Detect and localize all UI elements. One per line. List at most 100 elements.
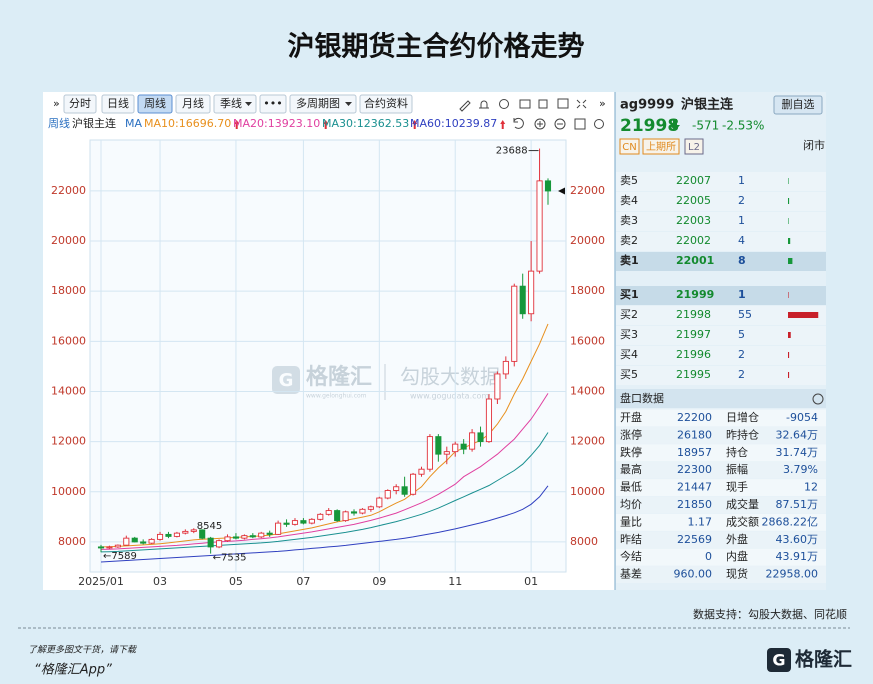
x-tick-label: 03 — [153, 575, 167, 588]
toolbar-button[interactable] — [137, 94, 173, 114]
chart-tools — [459, 98, 604, 130]
quote-tag-label: CN — [622, 142, 636, 153]
collapse-icon[interactable]: » — [53, 97, 60, 110]
stats-label: 持仓 — [726, 445, 748, 459]
x-tick-label: 09 — [372, 575, 386, 588]
toolbar-button-label[interactable]: 周线 — [144, 96, 166, 110]
stats-value: 12 — [804, 481, 818, 494]
stats-label: 基差 — [620, 567, 642, 581]
book-qty: 2 — [738, 348, 745, 361]
zoom-tool[interactable] — [499, 99, 509, 109]
quote-tag — [619, 138, 640, 155]
y2-tick-label: 14000 — [570, 384, 605, 397]
settings-tool[interactable] — [594, 119, 604, 129]
candle-body — [266, 532, 273, 535]
toolbar-button-label[interactable]: 月线 — [182, 96, 204, 110]
candle-body — [528, 270, 535, 315]
y-tick-label: 10000 — [51, 485, 86, 498]
draw-tool[interactable] — [459, 100, 471, 112]
stats-label: 现货 — [726, 567, 748, 581]
candle-body — [106, 546, 113, 549]
book-qty-bar — [788, 178, 789, 184]
y2-tick-label: 22000 — [570, 184, 605, 197]
toolbar-button[interactable] — [289, 94, 357, 114]
book-price: 22002 — [676, 234, 711, 247]
candle-body — [544, 180, 552, 192]
toolbar-button[interactable] — [101, 94, 135, 114]
candle-body — [435, 436, 442, 455]
x-tick-label: 2025/01 — [78, 575, 124, 588]
book-price: 22005 — [676, 194, 711, 207]
toolbar-button[interactable] — [359, 94, 413, 114]
stats-label: 昨结 — [620, 533, 642, 546]
screen-tool[interactable] — [557, 98, 569, 109]
book-price: 21996 — [676, 348, 711, 361]
toolbar-button-label[interactable]: 日线 — [107, 96, 129, 110]
book-qty-bar — [788, 198, 790, 204]
stats-label: 量比 — [620, 515, 642, 528]
book-price: 21995 — [676, 368, 711, 381]
y2-tick-label: 10000 — [570, 485, 605, 498]
book-price: 21999 — [676, 288, 714, 301]
watch-button[interactable] — [773, 95, 823, 115]
toolbar-button[interactable] — [213, 94, 257, 114]
book-qty-bar — [788, 352, 790, 358]
stats-settings[interactable] — [812, 393, 824, 405]
book-row — [616, 192, 826, 211]
candle-body — [232, 536, 239, 539]
book-qty-bar — [788, 332, 791, 338]
toolbar-button-label[interactable]: 多周期图 — [296, 96, 340, 110]
candle-body — [469, 432, 476, 450]
candle-body — [97, 546, 105, 549]
toolbar-button-label[interactable]: ••• — [263, 97, 282, 110]
watch-button-label[interactable]: 删自选 — [782, 98, 815, 111]
stats-value: 22958.00 — [766, 568, 819, 581]
y-tick-label: 12000 — [51, 435, 86, 448]
book-qty: 2 — [738, 194, 745, 207]
y2-tick-label: 20000 — [570, 234, 605, 247]
toolbar-button[interactable] — [175, 94, 211, 114]
candle-body — [334, 510, 341, 522]
stats-value: 960.00 — [674, 568, 713, 581]
stats-label: 成交额 — [726, 514, 759, 528]
candle-body — [275, 522, 282, 535]
quote-name: 沪银主连 — [681, 97, 734, 113]
watermark: G 格隆汇 www.gelonghui.com 勾股大数据 www.goguda… — [272, 364, 500, 401]
stats-label: 昨持仓 — [726, 427, 759, 441]
book-row — [616, 252, 826, 271]
ma-line — [100, 393, 549, 550]
toolbar-button-label[interactable]: 季线 — [220, 96, 242, 110]
toolbar-button-label[interactable]: 分时 — [69, 97, 91, 110]
expand-icon[interactable]: » — [599, 97, 606, 110]
toolbar-button[interactable] — [259, 94, 287, 114]
stats-row — [616, 548, 826, 566]
ma-line — [100, 485, 549, 563]
snapshot-tool[interactable] — [519, 99, 531, 109]
y-tick-label: 20000 — [51, 234, 86, 247]
candle-body — [342, 511, 349, 522]
candle-body — [182, 530, 189, 534]
last-price-pointer — [558, 187, 565, 195]
candle-body — [418, 468, 425, 475]
stats-label: 成交量 — [726, 497, 759, 511]
zoom-in-tool[interactable] — [534, 118, 546, 130]
book-row — [616, 366, 826, 385]
toolbar-button-label[interactable]: 合约资料 — [364, 96, 408, 110]
alert-tool[interactable] — [479, 100, 489, 109]
plot-area — [89, 139, 567, 573]
stats-row — [616, 513, 826, 531]
stats-label: 涨停 — [620, 427, 642, 441]
zoom-out-tool[interactable] — [554, 118, 566, 130]
toolbar-button[interactable] — [63, 94, 97, 114]
annotation: ←7589 — [103, 551, 137, 562]
stats-label: 均价 — [620, 498, 642, 511]
candle-body — [308, 518, 315, 524]
quote-code: ag9999 — [620, 98, 674, 113]
undo-tool[interactable] — [513, 117, 524, 129]
book-label: 卖5 — [620, 174, 638, 187]
book-divider — [616, 272, 826, 284]
fullscreen-tool[interactable] — [576, 99, 587, 109]
fit-tool[interactable] — [574, 118, 586, 130]
copy-tool[interactable] — [538, 99, 548, 109]
quote-change: -571 — [692, 119, 719, 133]
